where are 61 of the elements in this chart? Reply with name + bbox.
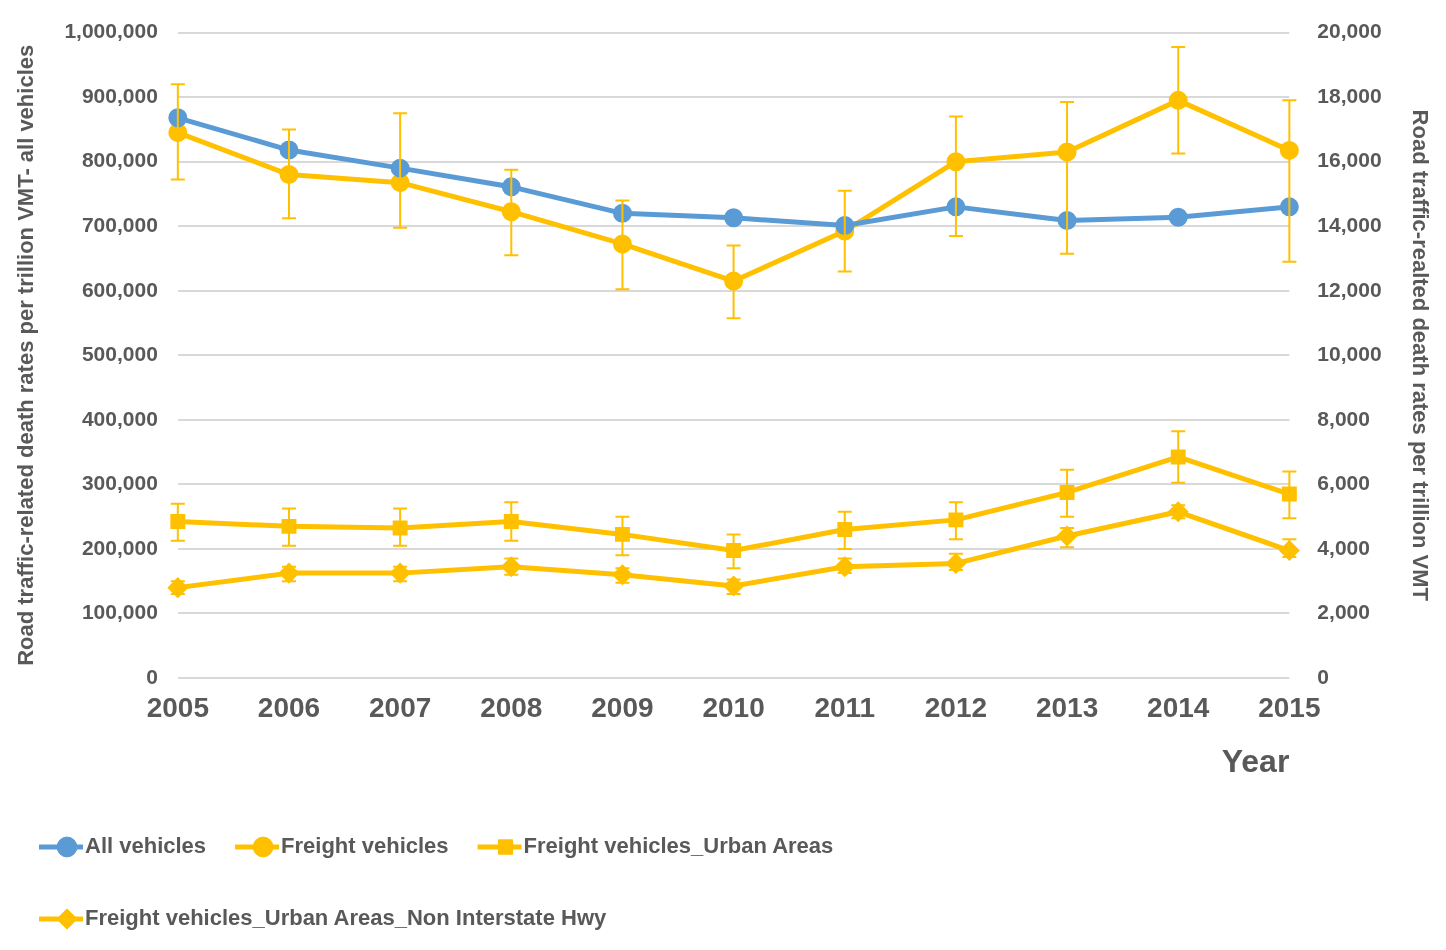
- point: [724, 271, 744, 291]
- point: [279, 165, 299, 185]
- y-tick-label: 700,000: [81, 213, 158, 237]
- y-tick-label: 300,000: [81, 471, 158, 495]
- point: [614, 526, 630, 542]
- point: [1168, 90, 1188, 110]
- x-tick-label: 2005: [146, 691, 209, 723]
- y2-axis-title: Road traffic-realted death rates per trillion VMT: [1407, 109, 1433, 602]
- x-tick-label: 2011: [814, 691, 876, 723]
- y-axis-title: Road traffic-related death rates per trillion VMT- all vehicles: [13, 44, 39, 666]
- point: [1059, 485, 1075, 500]
- y2-tick-label: 8,000: [1317, 406, 1370, 430]
- x-tick-label: 2006: [257, 691, 321, 723]
- y2-tick-label: 18,000: [1317, 83, 1382, 107]
- legend-label: Freight vehicles_Urban Areas: [523, 833, 834, 859]
- y2-tick-label: 12,000: [1317, 277, 1382, 301]
- point: [724, 208, 744, 228]
- y-tick-label: 900,000: [81, 83, 158, 107]
- x-tick-label: 2013: [1035, 691, 1099, 723]
- y2-tick-label: 20,000: [1317, 19, 1382, 43]
- y2-tick-label: 6,000: [1317, 471, 1370, 495]
- y-tick-label: 100,000: [81, 600, 158, 624]
- y-tick-label: 600,000: [81, 277, 158, 301]
- y-tick-label: 400,000: [81, 406, 158, 430]
- point: [281, 518, 297, 534]
- legend-label: All vehicles: [85, 833, 207, 859]
- legend-label: Freight vehicles_Urban Areas_Non Interstate Hwy: [85, 905, 608, 931]
- point: [392, 520, 408, 536]
- point: [1057, 142, 1077, 162]
- point: [1281, 486, 1297, 502]
- y-tick-label: 200,000: [81, 535, 158, 559]
- y2-tick-label: 4,000: [1317, 535, 1370, 559]
- point: [948, 512, 964, 528]
- point: [501, 202, 521, 222]
- y-tick-label: 1,000,000: [64, 19, 158, 43]
- point: [946, 152, 966, 172]
- point: [1170, 449, 1186, 465]
- point: [1279, 140, 1299, 160]
- y-tick-label: 500,000: [81, 342, 158, 366]
- y2-tick-label: 0: [1317, 664, 1330, 688]
- x-tick-label: 2015: [1258, 691, 1321, 723]
- x-tick-label: 2007: [368, 691, 432, 723]
- point: [612, 234, 632, 254]
- point: [726, 543, 742, 558]
- legend-label: Freight vehicles: [281, 833, 449, 859]
- x-tick-label: 2009: [591, 691, 654, 723]
- y2-tick-label: 10,000: [1317, 342, 1382, 366]
- point: [503, 514, 519, 529]
- point: [170, 514, 186, 529]
- x-tick-label: 2012: [924, 691, 988, 723]
- x-axis-title: Year: [1221, 742, 1290, 779]
- y-tick-label: 800,000: [81, 148, 158, 172]
- y2-tick-label: 2,000: [1317, 600, 1370, 624]
- x-tick-label: 2014: [1147, 691, 1210, 723]
- point: [1168, 207, 1188, 227]
- point: [837, 522, 853, 538]
- y-tick-label: 0: [146, 664, 158, 688]
- x-tick-label: 2008: [480, 691, 543, 723]
- x-tick-label: 2010: [702, 691, 765, 723]
- y2-tick-label: 16,000: [1317, 148, 1382, 172]
- y2-tick-label: 14,000: [1317, 213, 1382, 237]
